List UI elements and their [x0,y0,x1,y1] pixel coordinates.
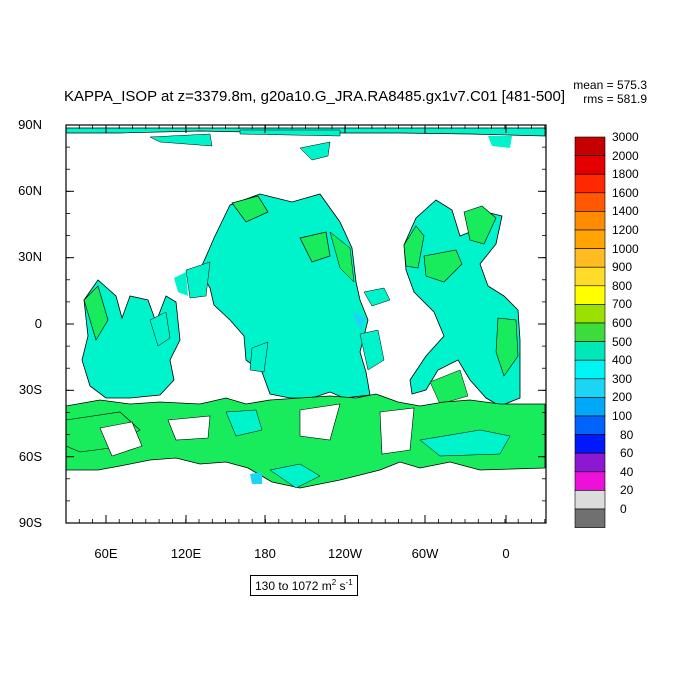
pacific-ocean-region [199,193,371,399]
value-range-box: 130 to 1072 m2 s-1 [250,575,358,596]
colorbar-level-label: 20 [620,483,634,498]
colorbar-level-label: 100 [612,409,633,423]
atlantic-ocean-region [423,249,463,283]
colorbar-box [574,452,606,473]
southern-ocean-region [225,409,263,437]
land-mask [167,415,211,441]
indian-ocean-region [149,311,171,347]
colorbar-box [574,173,606,194]
colorbar-box [574,304,606,324]
southern-ocean-region [250,472,262,484]
colorbar-level-label: 80 [620,427,634,442]
southern-ocean-region [269,463,321,489]
colorbar-box [574,285,606,305]
colorbar-box [574,192,606,212]
colorbar-level-label: 200 [612,390,633,405]
pacific-ocean-region [299,231,331,263]
pacific-ocean-region [249,341,269,373]
rms-stat: rms = 581.9 [583,92,647,106]
y-tick-label: 60S [18,449,42,464]
colorbar-level-label: 500 [612,334,633,349]
colorbar-box [574,155,606,175]
range-sup: 2 [331,578,337,587]
colorbar-level-label: 900 [612,260,633,275]
colorbar-box [574,341,606,361]
land-mask [379,407,415,455]
colorbar-level-label: 400 [612,353,633,368]
chart-title: KAPPA_ISOP at z=3379.8m, g20a10.G_JRA.RA… [64,88,566,105]
x-tick-label: 120E [170,546,202,561]
colorbar-box [574,266,606,287]
colorbar-box [574,415,606,435]
indian-ocean-region [83,285,109,341]
atlantic-ocean-region [403,199,521,407]
x-tick-label: 120W [328,546,362,561]
range-text: 130 to 1072 m [255,579,332,593]
atlantic-ocean-region [463,205,497,245]
colorbar-level-label: 0 [620,502,627,516]
y-tick-label: 90S [18,515,42,530]
southern-ocean-region [66,393,546,489]
colorbar-box [574,211,606,231]
arctic-ocean-region [299,141,331,161]
arctic-ocean-region [488,136,512,148]
y-tick-label: 30S [18,382,42,397]
pacific-ocean-region [329,231,355,283]
colorbar-level-label: 3000 [612,130,639,144]
arctic-ocean-region [239,129,341,137]
colorbar-level-label: 60 [620,446,634,461]
range-text: s [336,579,346,593]
southern-ocean-region [419,429,511,457]
colorbar-box [574,229,606,249]
land-mask [99,421,143,457]
colorbar-box [574,508,606,528]
y-tick-label: 90N [18,117,42,132]
colorbar-level-label: 600 [612,316,633,330]
pacific-ocean-region [174,272,188,296]
atlantic-ocean-region [403,225,425,269]
axis-ticks [65,124,546,524]
colorbar-box [574,490,606,510]
pacific-ocean-region [231,195,269,223]
arctic-ocean-region [149,133,213,147]
colorbar-level-label: 1800 [612,167,639,182]
colorbar-box [574,378,606,398]
colorbar-level-label: 700 [612,297,633,312]
caribbean-region [363,287,391,307]
pacific-ocean-region [185,261,211,299]
y-tick-label: 30N [18,249,42,264]
colorbar-level-label: 40 [620,464,634,479]
x-tick-label: 0 [502,546,510,561]
colorbar-level-label: 800 [612,278,633,293]
pacific-ocean-region [352,312,366,330]
mean-stat: mean = 575.3 [573,78,647,92]
colorbar-level-label: 300 [612,371,633,386]
colorbar-box [574,471,606,491]
colorbar-level-label: 1000 [612,241,639,256]
colorbar-box [574,434,606,454]
atlantic-ocean-region [495,317,519,377]
colorbar-box [574,397,606,417]
colorbar-level-label: 1200 [612,223,639,237]
colorbar-level-label: 1400 [612,204,639,219]
colorbar-level-label: 1600 [612,185,639,200]
colorbar-box [574,248,606,268]
colorbar-box [574,136,606,156]
caribbean-region [359,329,385,371]
land-mask [299,403,341,441]
y-tick-label: 0 [34,316,42,331]
atlantic-ocean-region [429,369,469,405]
ocean-field [66,127,546,489]
x-tick-label: 180 [254,546,276,561]
colorbar-box [574,359,606,380]
y-tick-label: 60N [18,183,42,198]
colorbar [574,136,606,528]
colorbar-box [574,322,606,342]
colorbar-level-label: 2000 [612,148,639,163]
x-tick-label: 60W [411,546,439,561]
x-tick-label: 60E [94,546,118,561]
indian-ocean-region [81,279,181,399]
range-sup: -1 [345,578,353,587]
